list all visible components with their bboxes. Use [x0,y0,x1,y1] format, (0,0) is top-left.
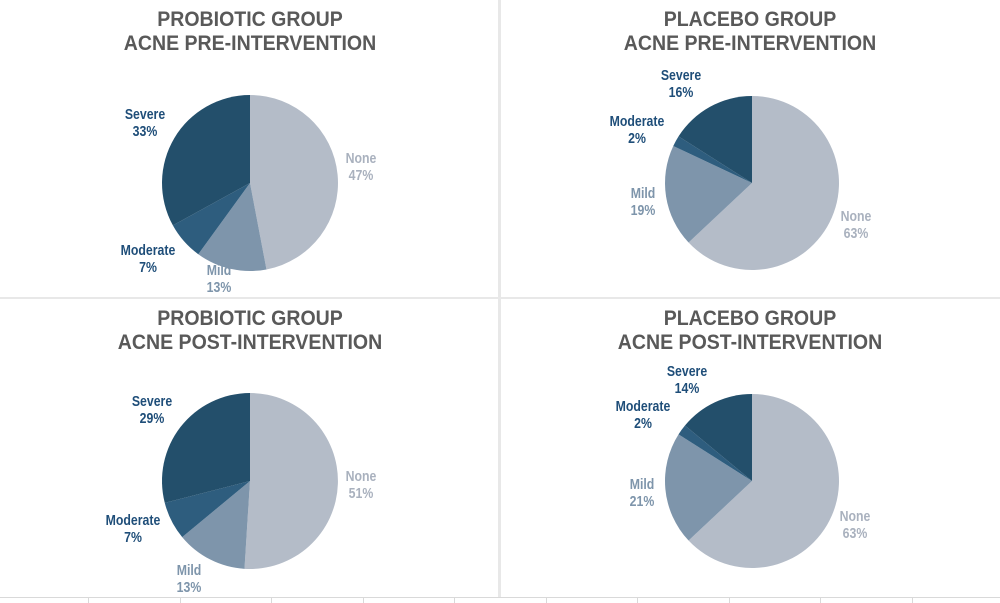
slice-label-severe: Severe 14% [666,363,708,397]
slice-label-name: Mild [206,262,232,279]
slice-label-severe: Severe 29% [131,393,173,427]
pie-slice-moderate[interactable] [673,136,752,183]
chart-title-line-1: PROBIOTIC GROUP [157,307,343,330]
slice-label-name: Mild [630,185,656,202]
slice-label-name: None [839,508,871,525]
cell-border-line [454,598,455,603]
slice-label-name: Severe [666,363,708,380]
slice-label-percent: 63% [842,524,868,542]
slice-label-mild: Mild 21% [629,476,655,510]
slice-label-percent: 13% [176,578,202,596]
slice-label-mild: Mild 13% [206,262,232,296]
slice-label-name: Severe [660,67,702,84]
cell-border-line [179,598,181,603]
cell-border-line [728,598,730,603]
chart-title-line-2: ACNE PRE-INTERVENTION [123,32,377,55]
chart-placebo-pre[interactable]: PLACEBO GROUP ACNE PRE-INTERVENTION None… [500,0,1000,298]
slice-label-percent: 13% [206,278,232,296]
cell-border-line [545,598,547,603]
slice-label-mild: Mild 19% [630,185,656,219]
cell-border-line [88,598,89,603]
spreadsheet-row-strip [0,597,1000,603]
slice-label-name: Moderate [120,242,176,259]
pie-slice-mild[interactable] [182,481,250,569]
slice-label-percent: 7% [139,258,157,276]
chart-probiotic-pre[interactable]: PROBIOTIC GROUP ACNE PRE-INTERVENTION No… [0,0,500,298]
slice-label-percent: 16% [668,83,694,101]
chart-title-placebo-post: PLACEBO GROUP ACNE POST-INTERVENTION [518,307,983,355]
pie-slice-moderate[interactable] [678,425,752,481]
slice-label-name: Severe [131,393,173,410]
slice-label-none: None 51% [345,468,377,502]
pie-chart-probiotic-post [161,393,338,569]
slice-label-name: Moderate [609,113,665,130]
slice-label-moderate: Moderate 2% [615,398,671,432]
pie-slice-none[interactable] [244,393,338,569]
slice-label-percent: 63% [843,224,869,242]
slice-label-name: Severe [124,106,166,123]
slice-label-percent: 33% [132,122,158,140]
slice-label-moderate: Moderate 7% [120,242,176,276]
chart-title-line-2: ACNE PRE-INTERVENTION [623,32,877,55]
slice-label-name: Mild [176,562,202,579]
slice-label-severe: Severe 33% [124,106,166,140]
pie-slice-moderate[interactable] [164,481,250,538]
pie-slice-mild[interactable] [664,145,752,243]
slice-label-percent: 51% [348,484,374,502]
slice-label-name: None [345,468,377,485]
slice-label-name: None [345,150,377,167]
pie-chart-probiotic-pre [162,95,338,271]
slice-label-severe: Severe 16% [660,67,702,101]
slice-label-moderate: Moderate 7% [105,512,161,546]
cell-border-line [362,598,364,603]
slice-label-percent: 2% [634,414,652,432]
cell-border-line [271,598,272,603]
pie-slice-none[interactable] [688,96,839,270]
slice-label-name: Moderate [105,512,161,529]
slice-label-percent: 21% [629,492,655,510]
pie-chart-placebo-pre [664,96,839,270]
pie-chart-placebo-post [664,394,839,568]
chart-probiotic-post[interactable]: PROBIOTIC GROUP ACNE POST-INTERVENTION N… [0,299,500,597]
chart-placebo-post[interactable]: PLACEBO GROUP ACNE POST-INTERVENTION Non… [500,299,1000,597]
slice-label-none: None 63% [840,208,872,242]
slice-label-none: None 63% [839,508,871,542]
pie-slice-none[interactable] [250,95,338,270]
pie-slice-none[interactable] [688,394,839,568]
slice-label-percent: 19% [630,201,656,219]
chart-title-probiotic-pre: PROBIOTIC GROUP ACNE PRE-INTERVENTION [18,8,483,56]
pie-slice-severe[interactable] [161,393,250,503]
slice-label-percent: 14% [674,379,700,397]
slice-label-percent: 2% [628,129,646,147]
cell-border-line [911,598,913,603]
pie-slice-mild[interactable] [664,434,752,541]
cell-border-line [637,598,638,603]
chart-title-line-1: PLACEBO GROUP [663,8,837,31]
pie-slice-severe[interactable] [162,95,250,226]
slice-label-moderate: Moderate 2% [609,113,665,147]
slice-label-percent: 47% [348,166,374,184]
chart-title-probiotic-post: PROBIOTIC GROUP ACNE POST-INTERVENTION [18,307,483,355]
chart-title-placebo-pre: PLACEBO GROUP ACNE PRE-INTERVENTION [518,8,983,56]
chart-title-line-1: PROBIOTIC GROUP [157,8,343,31]
pie-slice-mild[interactable] [198,183,267,271]
slice-label-percent: 7% [124,528,142,546]
cell-border-line [820,598,821,603]
slice-label-name: Mild [629,476,655,493]
slice-label-none: None 47% [345,150,377,184]
slice-label-mild: Mild 13% [176,562,202,596]
slice-label-percent: 29% [139,409,165,427]
pie-slice-severe[interactable] [678,96,752,183]
slice-label-name: Moderate [615,398,671,415]
slice-label-name: None [840,208,872,225]
pie-slice-moderate[interactable] [172,183,250,255]
pie-slice-severe[interactable] [684,394,752,481]
chart-title-line-2: ACNE POST-INTERVENTION [117,331,383,354]
chart-title-line-2: ACNE POST-INTERVENTION [617,331,883,354]
chart-title-line-1: PLACEBO GROUP [663,307,837,330]
horizontal-divider [0,297,1000,299]
